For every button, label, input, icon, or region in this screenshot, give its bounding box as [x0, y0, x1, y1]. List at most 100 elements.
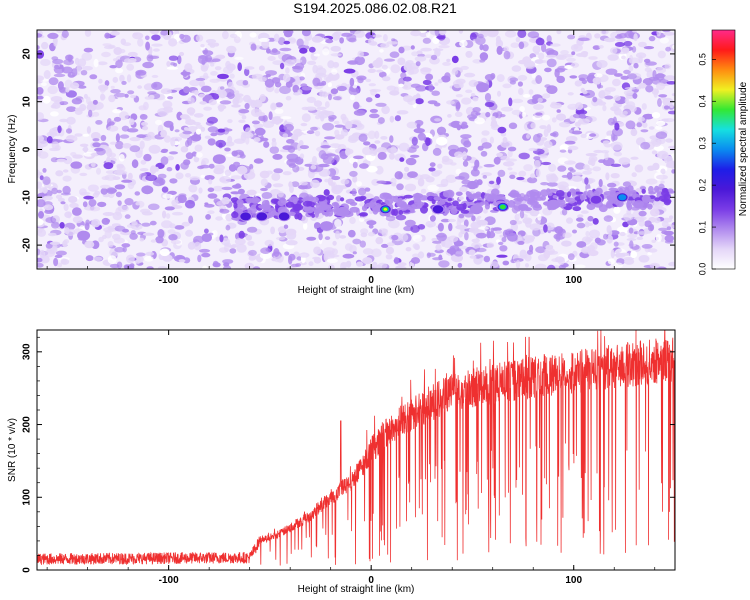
heatmap-speckle: [200, 44, 205, 48]
heatmap-speckle: [372, 59, 383, 68]
heatmap-speckle: [416, 123, 421, 129]
heatmap-speckle: [107, 125, 119, 132]
heatmap-speckle: [185, 173, 191, 178]
colorbar-tick-label: 0.2: [697, 179, 707, 192]
heatmap-speckle: [269, 146, 280, 154]
heatmap-speckle: [546, 124, 552, 133]
heatmap-band-cell: [391, 209, 396, 216]
heatmap-band-cell: [639, 201, 650, 209]
heatmap-speckle: [509, 219, 517, 226]
heatmap-speckle: [380, 136, 388, 140]
heatmap-speckle: [616, 226, 629, 235]
heatmap-speckle: [248, 249, 257, 256]
heatmap-speckle: [164, 206, 175, 211]
heatmap-speckle: [106, 187, 117, 195]
heatmap-speckle: [145, 251, 155, 256]
heatmap-speckle: [38, 211, 44, 219]
heatmap-speckle: [645, 178, 658, 185]
heatmap-speckle: [527, 176, 538, 184]
heatmap-speckle: [197, 254, 202, 263]
heatmap-speckle: [567, 167, 574, 171]
heatmap-speckle: [610, 249, 615, 259]
heatmap-speckle: [506, 232, 519, 242]
heatmap-band-cell: [477, 197, 482, 201]
heatmap-speckle: [53, 257, 59, 267]
heatmap-speckle: [96, 167, 101, 175]
heatmap-speckle: [129, 137, 141, 142]
heatmap-speckle: [611, 141, 623, 151]
heatmap-speckle: [288, 255, 293, 265]
heatmap-band-cell: [533, 203, 542, 209]
heatmap-speckle: [623, 69, 631, 75]
heatmap-speckle: [182, 69, 188, 78]
heatmap-speckle: [347, 229, 356, 238]
heatmap-speckle: [360, 228, 369, 235]
heatmap-speckle: [541, 43, 547, 53]
heatmap-speckle: [264, 78, 275, 88]
heatmap-speckle: [193, 241, 202, 251]
heatmap-speckle: [398, 142, 410, 152]
heatmap-speckle: [129, 263, 135, 268]
heatmap-speckle: [660, 168, 666, 175]
heatmap-speckle: [252, 266, 261, 269]
heatmap-speckle: [188, 184, 198, 193]
heatmap-speckle: [567, 92, 574, 96]
heatmap-speckle: [516, 176, 525, 181]
heatmap-speckle: [638, 254, 650, 263]
heatmap-speckle: [507, 150, 513, 158]
heatmap-speckle: [414, 56, 427, 62]
heatmap-band-cell: [433, 196, 441, 201]
heatmap-speckle: [576, 222, 586, 229]
heatmap-speckle: [468, 227, 480, 233]
heatmap-speckle: [497, 90, 501, 97]
heatmap-speckle: [61, 66, 73, 74]
heatmap-speckle: [622, 110, 628, 115]
heatmap-speckle: [148, 94, 155, 100]
heatmap-speckle: [245, 234, 253, 241]
heatmap-speckle: [410, 154, 420, 158]
heatmap-speckle: [492, 227, 502, 232]
heatmap-speckle: [350, 94, 355, 101]
heatmap-speckle: [496, 254, 508, 258]
heatmap-speckle: [564, 140, 576, 145]
heatmap-speckle: [112, 76, 119, 83]
heatmap-band-cell: [572, 206, 582, 212]
heatmap-speckle: [94, 190, 101, 196]
heatmap-band-cell: [548, 188, 559, 193]
heatmap-speckle: [438, 254, 443, 261]
heatmap-speckle: [195, 34, 204, 42]
heatmap-speckle: [407, 171, 418, 179]
heatmap-speckle: [546, 264, 556, 269]
heatmap-speckle: [193, 113, 204, 118]
heatmap-speckle: [56, 30, 64, 33]
heatmap-speckle: [447, 114, 452, 118]
heatmap-speckle: [604, 87, 617, 92]
heatmap-speckle: [180, 146, 189, 153]
heatmap-speckle: [43, 249, 56, 258]
heatmap-speckle: [535, 112, 543, 116]
heatmap-speckle: [233, 161, 241, 167]
heatmap-speckle: [377, 117, 385, 124]
heatmap-speckle: [285, 240, 298, 246]
heatmap-speckle: [518, 59, 528, 65]
heatmap-speckle: [140, 159, 147, 165]
heatmap-speckle: [47, 85, 58, 95]
colorbar-label: Normalized spectral amplitude: [738, 81, 749, 216]
heatmap-speckle: [74, 133, 83, 137]
heatmap-speckle: [185, 119, 196, 126]
heatmap-speckle: [50, 157, 59, 163]
heatmap-speckle: [60, 201, 66, 205]
heatmap-speckle: [460, 65, 469, 70]
heatmap-speckle: [37, 169, 41, 178]
heatmap-speckle: [323, 110, 335, 116]
heatmap-speckle: [551, 117, 557, 123]
heatmap-speckle: [462, 160, 469, 167]
heatmap-speckle: [313, 53, 320, 57]
heatmap-speckle: [489, 136, 494, 144]
heatmap-speckle: [195, 124, 203, 130]
heatmap-speckle: [587, 215, 594, 222]
heatmap-speckle: [297, 89, 303, 95]
heatmap-xtick-label: 100: [565, 275, 582, 286]
heatmap-speckle: [349, 77, 355, 87]
heatmap-speckle: [501, 236, 507, 243]
